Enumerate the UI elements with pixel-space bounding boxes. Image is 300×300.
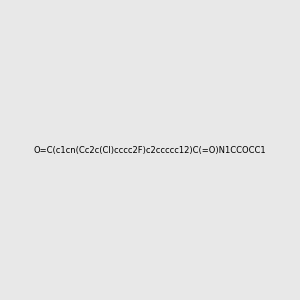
Text: O=C(c1cn(Cc2c(Cl)cccc2F)c2ccccc12)C(=O)N1CCOCC1: O=C(c1cn(Cc2c(Cl)cccc2F)c2ccccc12)C(=O)N… (34, 146, 266, 154)
